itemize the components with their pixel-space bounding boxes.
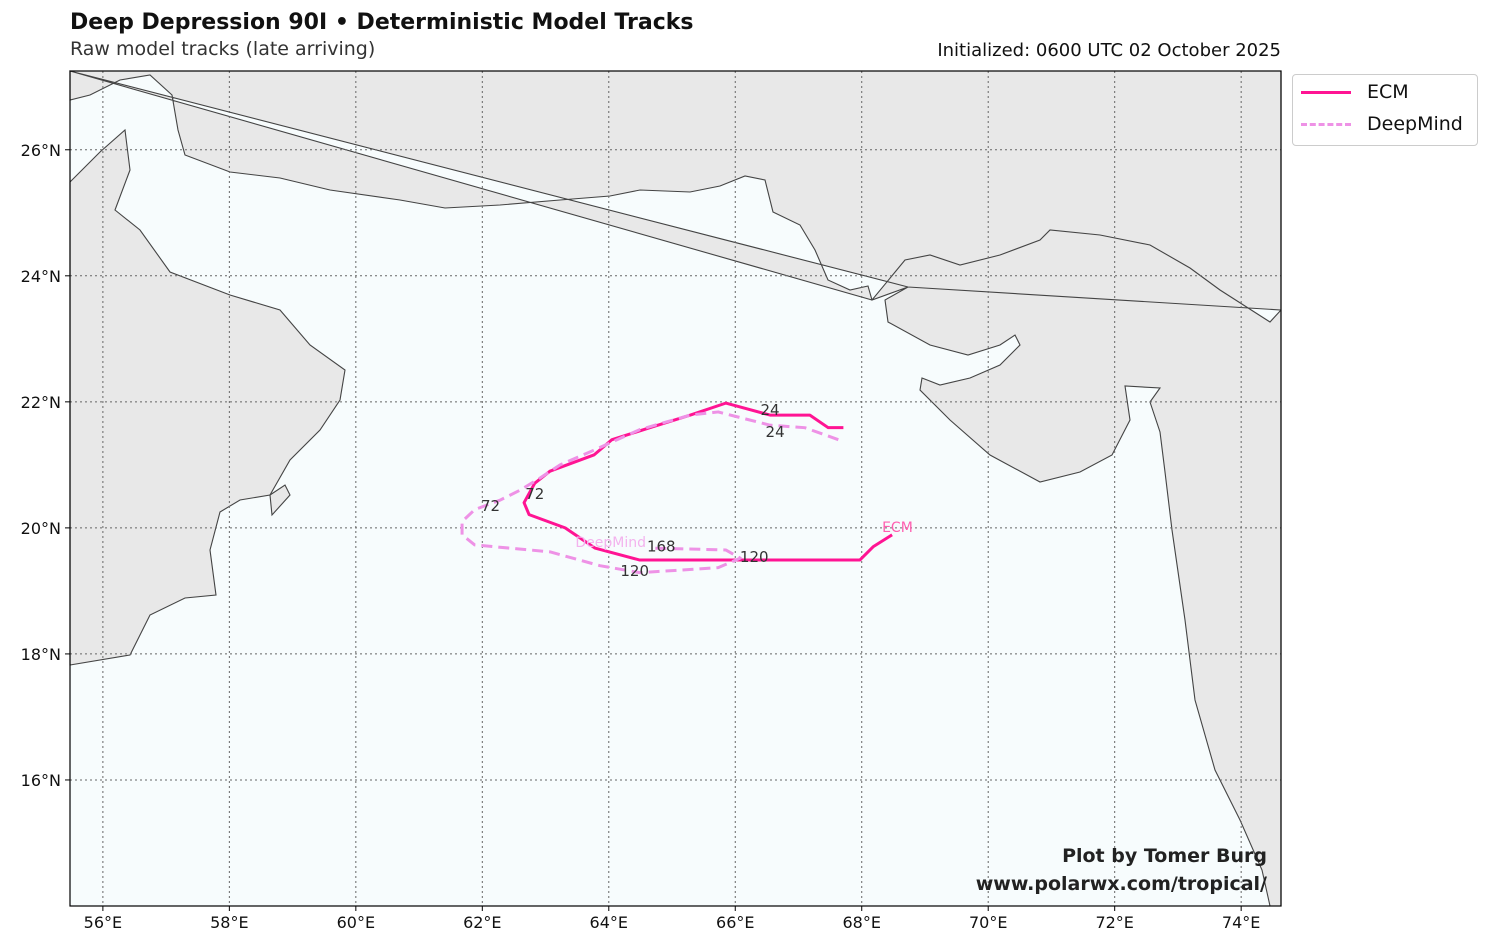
land-oman bbox=[69, 128, 346, 666]
axis-ticks: 56°E 58°E 60°E 62°E 64°E 66°E 68°E 70°E 72°E 74°E… bbox=[21, 141, 1261, 932]
legend-item-deepmind: DeepMind bbox=[1301, 113, 1463, 135]
gridlines bbox=[70, 71, 1281, 906]
hour-labels: ECM 24 72 120 DeepMind 24 72 120 168 bbox=[481, 401, 913, 580]
x-tick-label: 70°E bbox=[969, 913, 1007, 932]
y-tick-label: 18°N bbox=[21, 645, 61, 664]
legend: ECM DeepMind bbox=[1292, 74, 1478, 146]
forecast-hour-label: 72 bbox=[525, 485, 544, 503]
init-time: Initialized: 0600 UTC 02 October 2025 bbox=[937, 40, 1281, 61]
credit-author: Plot by Tomer Burg bbox=[1062, 845, 1267, 867]
forecast-hour-label: 168 bbox=[647, 538, 676, 556]
plot-frame bbox=[69, 70, 1282, 907]
x-tick-label: 62°E bbox=[463, 913, 501, 932]
forecast-hour-label: 24 bbox=[760, 401, 779, 419]
land-masses bbox=[69, 70, 1282, 907]
x-tick-label: 58°E bbox=[210, 913, 248, 932]
chart-title: Deep Depression 90I • Deterministic Mode… bbox=[70, 10, 694, 35]
legend-label: DeepMind bbox=[1367, 113, 1463, 135]
x-tick-label: 56°E bbox=[84, 913, 122, 932]
x-tick-label: 60°E bbox=[337, 913, 375, 932]
x-tick-label: 66°E bbox=[716, 913, 754, 932]
y-tick-label: 26°N bbox=[21, 141, 61, 160]
legend-swatch-deepmind bbox=[1301, 122, 1351, 126]
track-end-label: ECM bbox=[882, 520, 913, 536]
credit-url: www.polarwx.com/tropical/ bbox=[975, 873, 1267, 895]
x-tick-label: 68°E bbox=[843, 913, 881, 932]
forecast-hour-label: 120 bbox=[740, 548, 769, 566]
forecast-hour-label: 120 bbox=[620, 562, 649, 580]
chart-subtitle: Raw model tracks (late arriving) bbox=[70, 38, 376, 60]
track-ecm bbox=[522, 401, 893, 562]
land-masirah-island bbox=[269, 484, 291, 517]
x-tick-label: 72°E bbox=[1095, 913, 1133, 932]
x-tick-label: 64°E bbox=[590, 913, 628, 932]
forecast-hour-label: 24 bbox=[766, 423, 785, 441]
legend-swatch-ecm bbox=[1301, 90, 1351, 94]
y-tick-label: 20°N bbox=[21, 519, 61, 538]
y-tick-label: 22°N bbox=[21, 393, 61, 412]
legend-label: ECM bbox=[1367, 81, 1409, 103]
y-tick-label: 24°N bbox=[21, 267, 61, 286]
track-deepmind bbox=[460, 410, 839, 575]
tracks bbox=[460, 401, 893, 575]
y-tick-label: 16°N bbox=[21, 771, 61, 790]
forecast-hour-label: 72 bbox=[481, 497, 500, 515]
x-tick-label: 74°E bbox=[1222, 913, 1260, 932]
track-end-label: DeepMind bbox=[575, 535, 646, 551]
legend-item-ecm: ECM bbox=[1301, 81, 1409, 103]
